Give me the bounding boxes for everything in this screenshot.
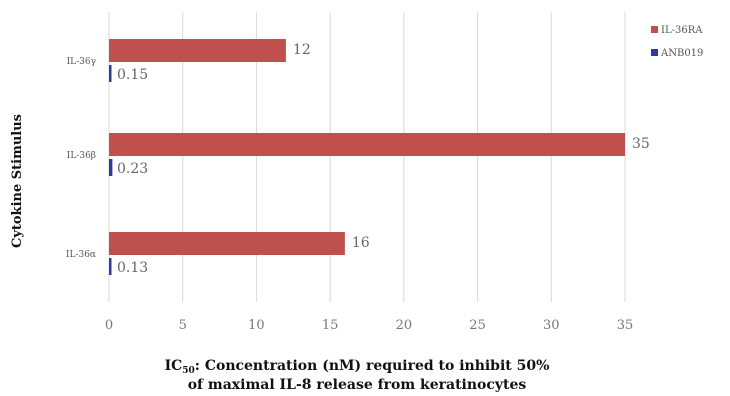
x-axis-title-line1: IC50: Concentration (nM) required to inh… (165, 358, 550, 376)
bar-anb019 (109, 159, 113, 176)
bars: 16 0.13 35 0.23 12 0.15 (109, 39, 650, 276)
x-tick-label: 20 (396, 318, 413, 333)
x-tick-label: 25 (469, 318, 486, 333)
legend-label: ANB019 (660, 48, 703, 59)
x-tick-label: 5 (179, 318, 187, 333)
bar-il-36ra (109, 39, 286, 62)
data-label-il-36ra: 35 (632, 136, 650, 152)
bar-il-36ra (109, 232, 345, 255)
data-label-anb019: 0.23 (117, 161, 148, 177)
data-label-anb019: 0.15 (117, 67, 148, 83)
y-axis-title: Cytokine Stimulus (10, 114, 25, 248)
x-tick-label: 0 (105, 318, 113, 333)
x-tick-label: 10 (248, 318, 265, 333)
x-tick-label: 35 (617, 318, 634, 333)
legend-swatch (651, 49, 658, 56)
x-tick-label: 30 (543, 318, 560, 333)
x-axis-title-line2: of maximal IL-8 release from keratinocyt… (188, 377, 527, 393)
legend-swatch (651, 26, 658, 33)
data-label-il-36ra: 12 (293, 42, 311, 58)
legend: IL-36RA ANB019 (651, 25, 703, 59)
x-tick-labels: 0 5 10 15 20 25 30 35 (105, 318, 633, 333)
bar-anb019 (109, 258, 112, 275)
legend-label: IL-36RA (661, 25, 703, 36)
category-label: IL-36β (67, 151, 96, 161)
category-label: IL-36α (66, 250, 96, 260)
category-labels: IL-36α IL-36β IL-36γ (66, 57, 96, 260)
bar-anb019 (109, 65, 112, 82)
category-label: IL-36γ (67, 57, 96, 67)
x-tick-label: 15 (322, 318, 339, 333)
data-label-anb019: 0.13 (117, 260, 148, 276)
data-label-il-36ra: 16 (352, 235, 370, 251)
bar-il-36ra (109, 133, 625, 156)
